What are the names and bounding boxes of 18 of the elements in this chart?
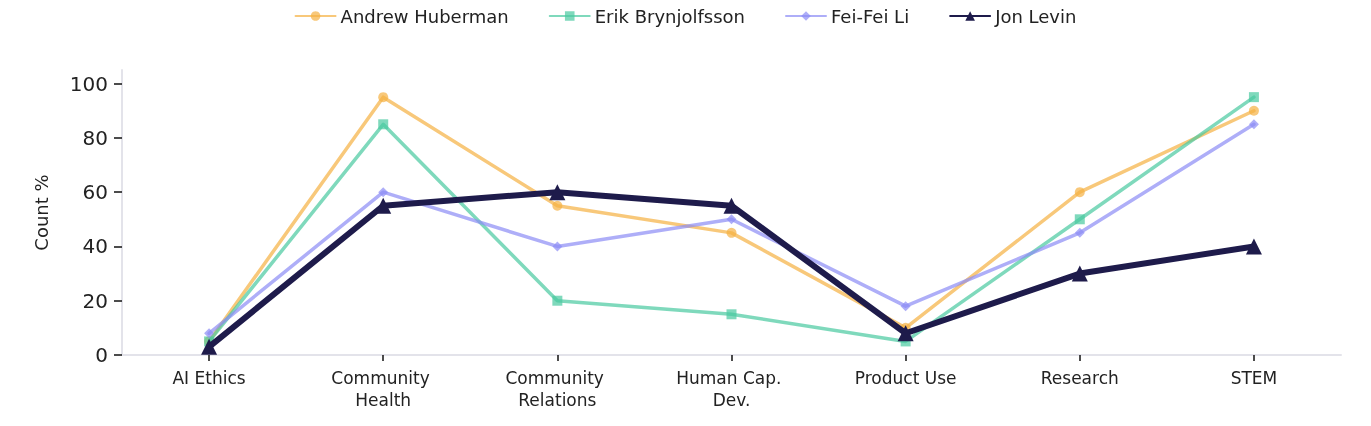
x-tick-label: Product Use xyxy=(854,368,957,388)
legend-label: Erik Brynjolfsson xyxy=(594,5,745,27)
x-tick-label: Community Relations xyxy=(505,368,610,410)
x-tick-label: Community Health xyxy=(331,368,436,410)
legend-label: Jon Levin xyxy=(994,5,1077,27)
y-tick-label: 20 xyxy=(82,288,108,313)
x-tick-label: Research xyxy=(1040,368,1119,388)
y-tick-label: 40 xyxy=(82,234,108,259)
y-tick-label: 100 xyxy=(69,71,108,96)
y-tick-label: 80 xyxy=(82,125,108,150)
y-axis-title: Count % xyxy=(30,174,52,251)
y-tick-label: 0 xyxy=(95,343,108,367)
legend-label: Andrew Huberman xyxy=(340,5,509,27)
x-tick-label: Human Cap. Dev. xyxy=(676,368,787,410)
x-tick-label: AI Ethics xyxy=(172,368,246,388)
legend-label: Fei-Fei Li xyxy=(831,5,910,27)
x-tick-label: STEM xyxy=(1230,368,1278,388)
y-tick-label: 60 xyxy=(82,180,108,205)
